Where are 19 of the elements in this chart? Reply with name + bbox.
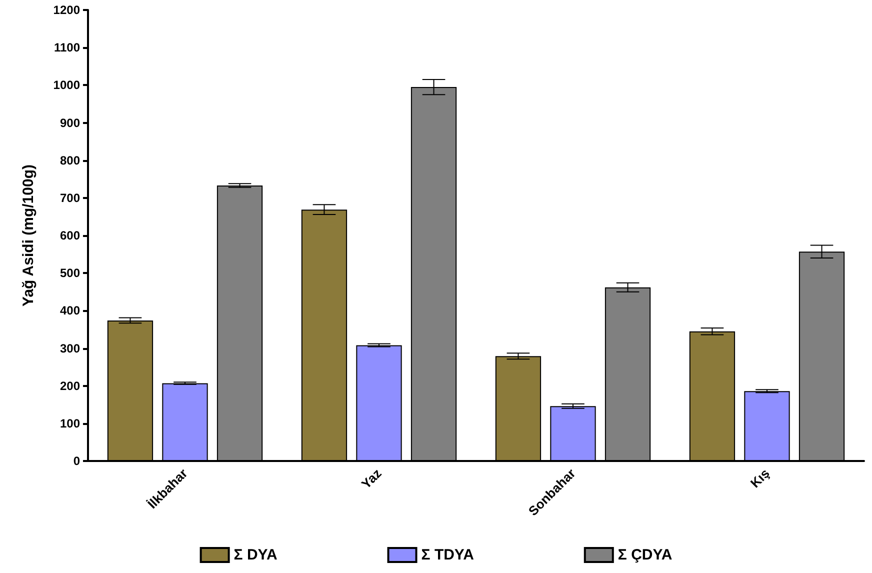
y-tick-label: 200 xyxy=(60,378,80,393)
y-tick-label: 700 xyxy=(60,190,80,205)
y-tick-label: 100 xyxy=(60,416,80,430)
y-tick-label: 400 xyxy=(60,304,80,318)
y-tick-label: 1200 xyxy=(53,3,80,17)
y-tick-label: 1000 xyxy=(53,78,80,92)
legend-label: Σ TDYA xyxy=(421,546,474,564)
y-tick-label: 300 xyxy=(60,341,80,356)
x-tick-label: Kış xyxy=(747,466,772,491)
x-tick-label: Yaz xyxy=(358,465,385,492)
y-axis-title: Yağ Asidi (mg/100g) xyxy=(20,164,37,306)
y-tick-label: 900 xyxy=(60,116,80,130)
y-tick-label: 600 xyxy=(60,228,80,242)
y-tick-label: 1100 xyxy=(54,40,80,55)
y-tick-label: 800 xyxy=(60,153,80,168)
legend-label: Σ ÇDYA xyxy=(618,546,672,564)
y-tick-label: 0 xyxy=(73,454,80,468)
y-tick-label: 500 xyxy=(60,266,80,280)
legend-label: Σ DYA xyxy=(234,546,278,564)
